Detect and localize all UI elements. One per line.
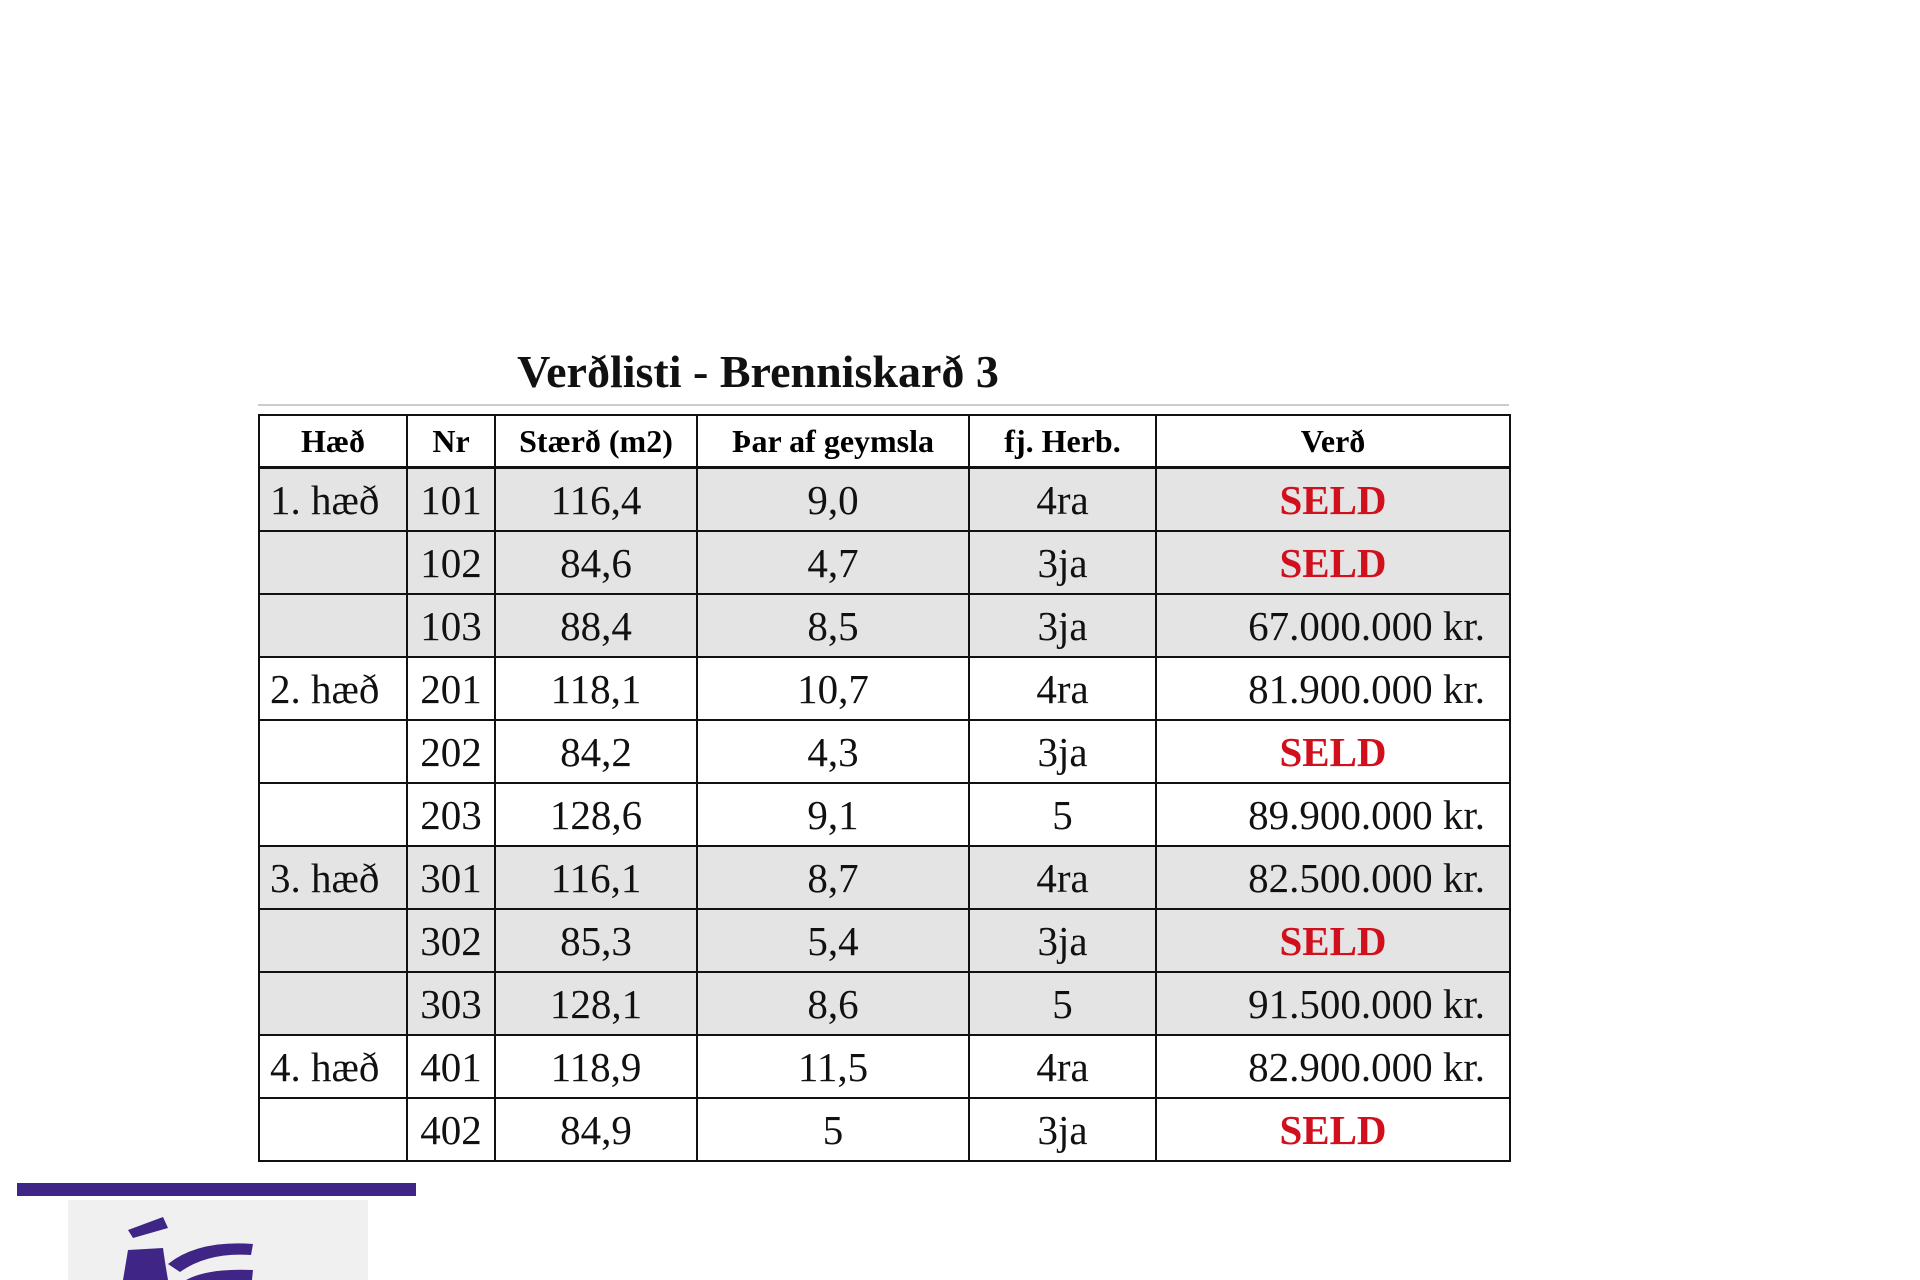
- unit-number-cell: 402: [406, 1097, 496, 1162]
- unit-number-cell: 301: [406, 845, 496, 910]
- sold-status-cell: SELD: [1155, 1097, 1511, 1162]
- storage-cell: 4,3: [696, 719, 970, 784]
- floor-cell: [258, 909, 408, 973]
- table-row: 3. hæð 301 116,1 8,7 4ra 82.500.000 kr.: [258, 845, 1511, 910]
- size-cell: 128,6: [494, 782, 698, 847]
- size-cell: 88,4: [494, 593, 698, 658]
- floor-cell: [258, 972, 408, 1036]
- rooms-cell: 3ja: [968, 593, 1157, 658]
- page-title: Verðlisti - Brenniskarð 3: [517, 346, 999, 397]
- storage-cell: 5,4: [696, 908, 970, 973]
- floor-cell: [258, 1098, 408, 1162]
- sold-status-cell: SELD: [1155, 908, 1511, 973]
- rooms-cell: 5: [968, 782, 1157, 847]
- column-header-price: Verð: [1155, 414, 1511, 469]
- floor-cell: 2. hæð: [258, 656, 408, 721]
- price-list-table: Hæð Nr Stærð (m2) Þar af geymsla fj. Her…: [258, 414, 1511, 1162]
- size-cell: 85,3: [494, 908, 698, 973]
- table-row: 1. hæð 101 116,4 9,0 4ra SELD: [258, 466, 1511, 532]
- rooms-cell: 3ja: [968, 908, 1157, 973]
- unit-number-cell: 302: [406, 908, 496, 973]
- rooms-cell: 4ra: [968, 656, 1157, 721]
- rooms-cell: 3ja: [968, 530, 1157, 595]
- unit-number-cell: 203: [406, 782, 496, 847]
- unit-number-cell: 201: [406, 656, 496, 721]
- table-row: 2. hæð 201 118,1 10,7 4ra 81.900.000 kr.: [258, 656, 1511, 721]
- floor-cell: 1. hæð: [258, 466, 408, 532]
- column-header-floor: Hæð: [258, 414, 408, 469]
- unit-number-cell: 102: [406, 530, 496, 595]
- size-cell: 84,9: [494, 1097, 698, 1162]
- floor-cell: [258, 783, 408, 847]
- table-row: 4. hæð 401 118,9 11,5 4ra 82.900.000 kr.: [258, 1034, 1511, 1099]
- price-cell: 82.500.000 kr.: [1155, 845, 1511, 910]
- sold-status-cell: SELD: [1155, 719, 1511, 784]
- unit-number-cell: 101: [406, 466, 496, 532]
- table-header-row: Hæð Nr Stærð (m2) Þar af geymsla fj. Her…: [258, 414, 1511, 469]
- price-list-table-container: Hæð Nr Stærð (m2) Þar af geymsla fj. Her…: [258, 404, 1511, 1162]
- price-cell: 91.500.000 kr.: [1155, 971, 1511, 1036]
- size-cell: 84,2: [494, 719, 698, 784]
- column-header-storage: Þar af geymsla: [696, 414, 970, 469]
- table-row: 302 85,3 5,4 3ja SELD: [258, 908, 1511, 973]
- unit-number-cell: 303: [406, 971, 496, 1036]
- size-cell: 118,9: [494, 1034, 698, 1099]
- floor-cell: 4. hæð: [258, 1034, 408, 1099]
- size-cell: 128,1: [494, 971, 698, 1036]
- table-row: 202 84,2 4,3 3ja SELD: [258, 719, 1511, 784]
- table-row: 402 84,9 5 3ja SELD: [258, 1097, 1511, 1162]
- storage-cell: 9,0: [696, 466, 970, 532]
- table-row: 203 128,6 9,1 5 89.900.000 kr.: [258, 782, 1511, 847]
- brand-logo-icon: [68, 1200, 368, 1280]
- brand-divider-bar: [17, 1183, 416, 1196]
- floor-cell: [258, 720, 408, 784]
- column-header-rooms: fj. Herb.: [968, 414, 1157, 469]
- floor-cell: [258, 531, 408, 595]
- unit-number-cell: 401: [406, 1034, 496, 1099]
- storage-cell: 10,7: [696, 656, 970, 721]
- table-row: 303 128,1 8,6 5 91.500.000 kr.: [258, 971, 1511, 1036]
- rooms-cell: 4ra: [968, 845, 1157, 910]
- size-cell: 116,1: [494, 845, 698, 910]
- floor-cell: 3. hæð: [258, 845, 408, 910]
- storage-cell: 8,7: [696, 845, 970, 910]
- storage-cell: 4,7: [696, 530, 970, 595]
- price-cell: 81.900.000 kr.: [1155, 656, 1511, 721]
- floor-cell: [258, 594, 408, 658]
- unit-number-cell: 103: [406, 593, 496, 658]
- price-cell: 89.900.000 kr.: [1155, 782, 1511, 847]
- column-header-size: Stærð (m2): [494, 414, 698, 469]
- size-cell: 116,4: [494, 466, 698, 532]
- storage-cell: 9,1: [696, 782, 970, 847]
- rooms-cell: 3ja: [968, 719, 1157, 784]
- price-cell: 67.000.000 kr.: [1155, 593, 1511, 658]
- size-cell: 84,6: [494, 530, 698, 595]
- price-cell: 82.900.000 kr.: [1155, 1034, 1511, 1099]
- sold-status-cell: SELD: [1155, 530, 1511, 595]
- rooms-cell: 5: [968, 971, 1157, 1036]
- rooms-cell: 4ra: [968, 466, 1157, 532]
- table-row: 103 88,4 8,5 3ja 67.000.000 kr.: [258, 593, 1511, 658]
- rooms-cell: 3ja: [968, 1097, 1157, 1162]
- table-row: 102 84,6 4,7 3ja SELD: [258, 530, 1511, 595]
- column-header-number: Nr: [406, 414, 496, 469]
- sold-status-cell: SELD: [1155, 466, 1511, 532]
- storage-cell: 8,6: [696, 971, 970, 1036]
- rooms-cell: 4ra: [968, 1034, 1157, 1099]
- storage-cell: 11,5: [696, 1034, 970, 1099]
- unit-number-cell: 202: [406, 719, 496, 784]
- storage-cell: 5: [696, 1097, 970, 1162]
- size-cell: 118,1: [494, 656, 698, 721]
- storage-cell: 8,5: [696, 593, 970, 658]
